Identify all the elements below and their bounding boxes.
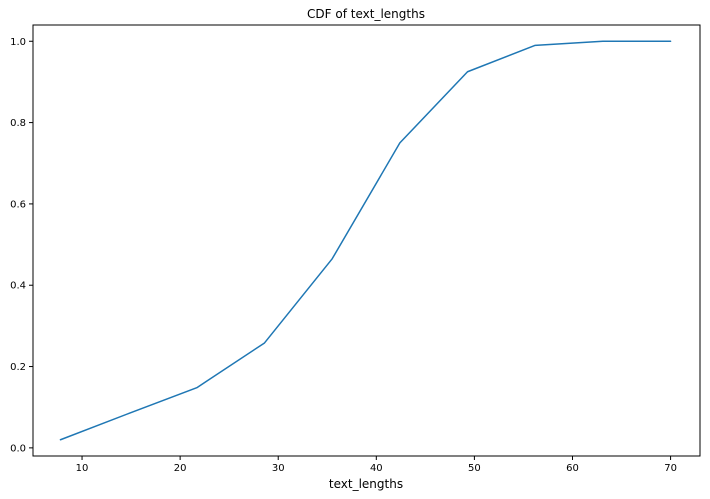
y-tick-label: 1.0 [10, 37, 26, 48]
y-tick-label: 0.2 [10, 362, 26, 373]
x-tick-label: 20 [174, 463, 187, 474]
x-axis-label: text_lengths [329, 477, 403, 491]
series-layer [59, 40, 672, 441]
x-tick-label: 40 [370, 463, 383, 474]
y-axis: 0.0 0.2 0.4 0.6 0.8 1.0 [10, 37, 33, 454]
y-tick-label: 0.4 [10, 281, 26, 292]
y-tick-label: 0.0 [10, 443, 26, 454]
x-axis: 10 20 30 40 50 60 70 [76, 456, 677, 474]
y-tick-label: 0.6 [10, 199, 26, 210]
x-tick-label: 30 [272, 463, 285, 474]
x-tick-label: 70 [664, 463, 677, 474]
cdf-line [59, 40, 672, 441]
plot-area [32, 24, 701, 457]
x-tick-label: 60 [566, 463, 579, 474]
chart-title: CDF of text_lengths [307, 7, 425, 21]
x-tick-label: 10 [76, 463, 89, 474]
y-tick-label: 0.8 [10, 118, 26, 129]
x-tick-label: 50 [468, 463, 481, 474]
